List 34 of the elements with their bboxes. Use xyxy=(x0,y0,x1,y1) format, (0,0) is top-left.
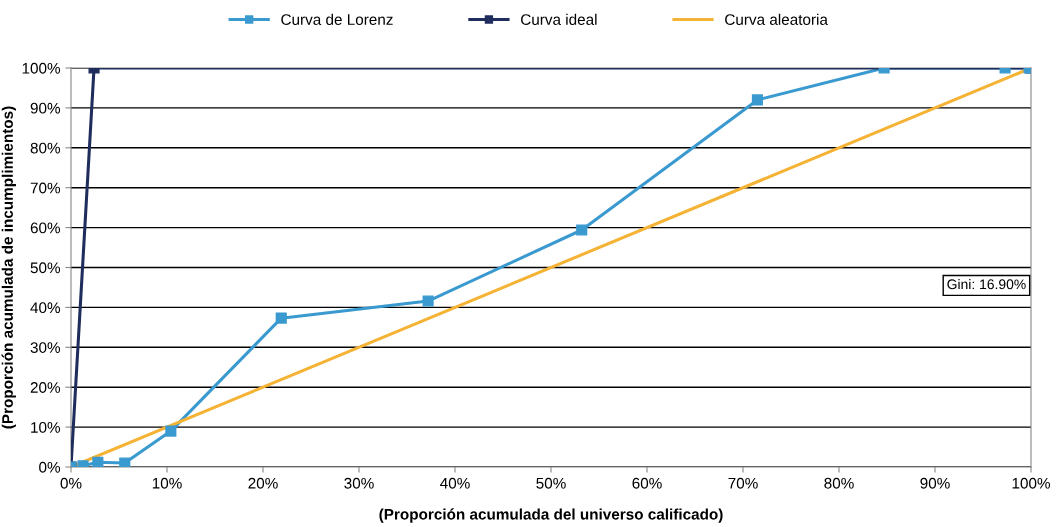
point xyxy=(92,456,104,467)
y-axis-title: (Proporción acumulada de incumplimientos) xyxy=(1,106,16,429)
x-tick-label: 90% xyxy=(920,477,950,489)
x-tick-label: 100% xyxy=(1012,477,1050,489)
y-tick-label: 10% xyxy=(31,421,61,433)
y-tick-label: 50% xyxy=(30,262,61,274)
y-tick-label: 60% xyxy=(30,222,61,234)
y-tick-label: 40% xyxy=(30,302,61,314)
legend-label: Curva ideal xyxy=(521,13,597,25)
point xyxy=(422,295,434,307)
point xyxy=(275,312,287,324)
x-tick-label: 60% xyxy=(632,477,662,489)
point xyxy=(576,224,588,236)
y-tick-label: 30% xyxy=(30,342,61,353)
y-tick-label: 0% xyxy=(39,461,61,473)
y-tick-label: 90% xyxy=(30,102,61,114)
x-tick-label: 70% xyxy=(728,477,758,489)
annotation: Gini: 16.90% xyxy=(947,278,1026,290)
x-tick-label: 0% xyxy=(60,477,82,489)
y-tick-label: 70% xyxy=(30,182,61,194)
x-tick-label: 10% xyxy=(152,477,182,489)
x-tick-label: 40% xyxy=(440,477,470,489)
y-tick-label: 100% xyxy=(22,62,61,74)
x-axis-title: (Proporción acumulada del universo calificado) xyxy=(379,508,723,523)
x-tick-label: 30% xyxy=(344,477,374,489)
x-tick-label: 20% xyxy=(248,477,278,489)
x-tick-label: 50% xyxy=(536,477,566,489)
point xyxy=(119,457,131,467)
point xyxy=(165,425,177,437)
legend-label: Curva de Lorenz xyxy=(281,13,393,25)
x-tick-label: 80% xyxy=(824,477,854,489)
y-tick-label: 80% xyxy=(30,142,61,154)
y-tick-label: 20% xyxy=(30,382,61,393)
legend-label: Curva aleatoria xyxy=(725,13,828,25)
